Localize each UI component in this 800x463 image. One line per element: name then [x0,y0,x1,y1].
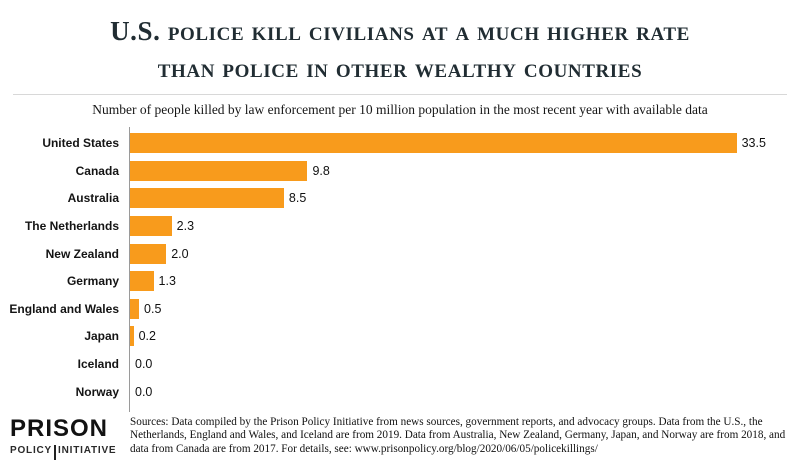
value-label: 0.0 [135,357,153,372]
logo-initiative-text: INITIATIVE [58,445,117,456]
value-label: 0.2 [138,329,156,344]
chart-row: England and Wales 0.5 [0,295,800,323]
chart-title: U.S. police kill civilians at a much hig… [0,13,800,88]
value-label: 2.0 [171,246,189,261]
category-label: Iceland [77,357,119,372]
category-label: Norway [75,384,119,399]
bar-track: 1.3 [129,271,800,292]
bar [130,216,172,237]
bar-track: 0.0 [129,382,800,402]
bar [130,188,284,209]
value-label: 9.8 [312,163,330,178]
bar-track: 33.5 [129,133,800,154]
bar-track: 9.8 [129,160,800,181]
bar-track: 2.3 [129,216,800,237]
logo-prison-text: PRISON [10,414,109,442]
bar [130,298,140,319]
logo-policy-text: POLICY [10,445,53,456]
bar-track: 8.5 [129,188,800,209]
chart-title-line2: than police in other wealthy countries [157,53,643,84]
bar [130,160,308,181]
chart-row: United States 33.5 [0,130,800,158]
category-label: Japan [84,329,119,344]
bar [130,326,134,347]
header: U.S. police kill civilians at a much hig… [0,0,800,88]
chart-row: Canada 9.8 [0,157,800,185]
category-label: New Zealand [45,246,119,261]
bar-track: 2.0 [129,243,800,264]
footer: PRISON POLICY INITIATIVE Sources: Data c… [10,414,794,460]
bar [130,133,737,154]
title-divider [13,93,787,95]
chart-row: Australia 8.5 [0,185,800,213]
category-label: Canada [75,163,119,178]
bar-track: 0.0 [129,354,800,374]
category-label: The Netherlands [24,219,119,234]
sources-text: Sources: Data compiled by the Prison Pol… [130,415,786,456]
prison-bar-icon [54,445,57,460]
value-label: 33.5 [741,136,766,151]
chart-row: Japan 0.2 [0,323,800,351]
bar [130,243,167,264]
bar-track: 0.5 [129,298,800,319]
value-label: 0.0 [135,384,153,399]
y-axis-line [129,126,130,413]
value-label: 1.3 [158,274,176,289]
category-label: United States [42,136,119,151]
chart-subtitle: Number of people killed by law enforceme… [92,101,708,117]
chart-rows: United States 33.5 Canada 9.8 Australia 8.5 Th… [0,130,800,406]
chart-row: Norway 0.0 [0,378,800,406]
chart-title-line1: U.S. police kill civilians at a much hig… [110,16,690,46]
value-label: 2.3 [176,219,195,234]
value-label: 8.5 [288,191,307,206]
category-label: Germany [66,274,119,289]
bar-track: 0.2 [129,326,800,347]
chart-row: Germany 1.3 [0,267,800,295]
chart-row: Iceland 0.0 [0,350,800,378]
value-label: 0.5 [144,301,162,316]
category-label: England and Wales [9,301,119,316]
logo-bottom-row: POLICY INITIATIVE [10,443,122,460]
prison-policy-initiative-logo: PRISON POLICY INITIATIVE [10,414,122,460]
chart-row: The Netherlands 2.3 [0,212,800,240]
bar [130,271,154,292]
bar-chart: United States 33.5 Canada 9.8 Australia 8.5 Th… [0,126,800,413]
category-label: Australia [67,191,119,206]
chart-row: New Zealand 2.0 [0,240,800,268]
